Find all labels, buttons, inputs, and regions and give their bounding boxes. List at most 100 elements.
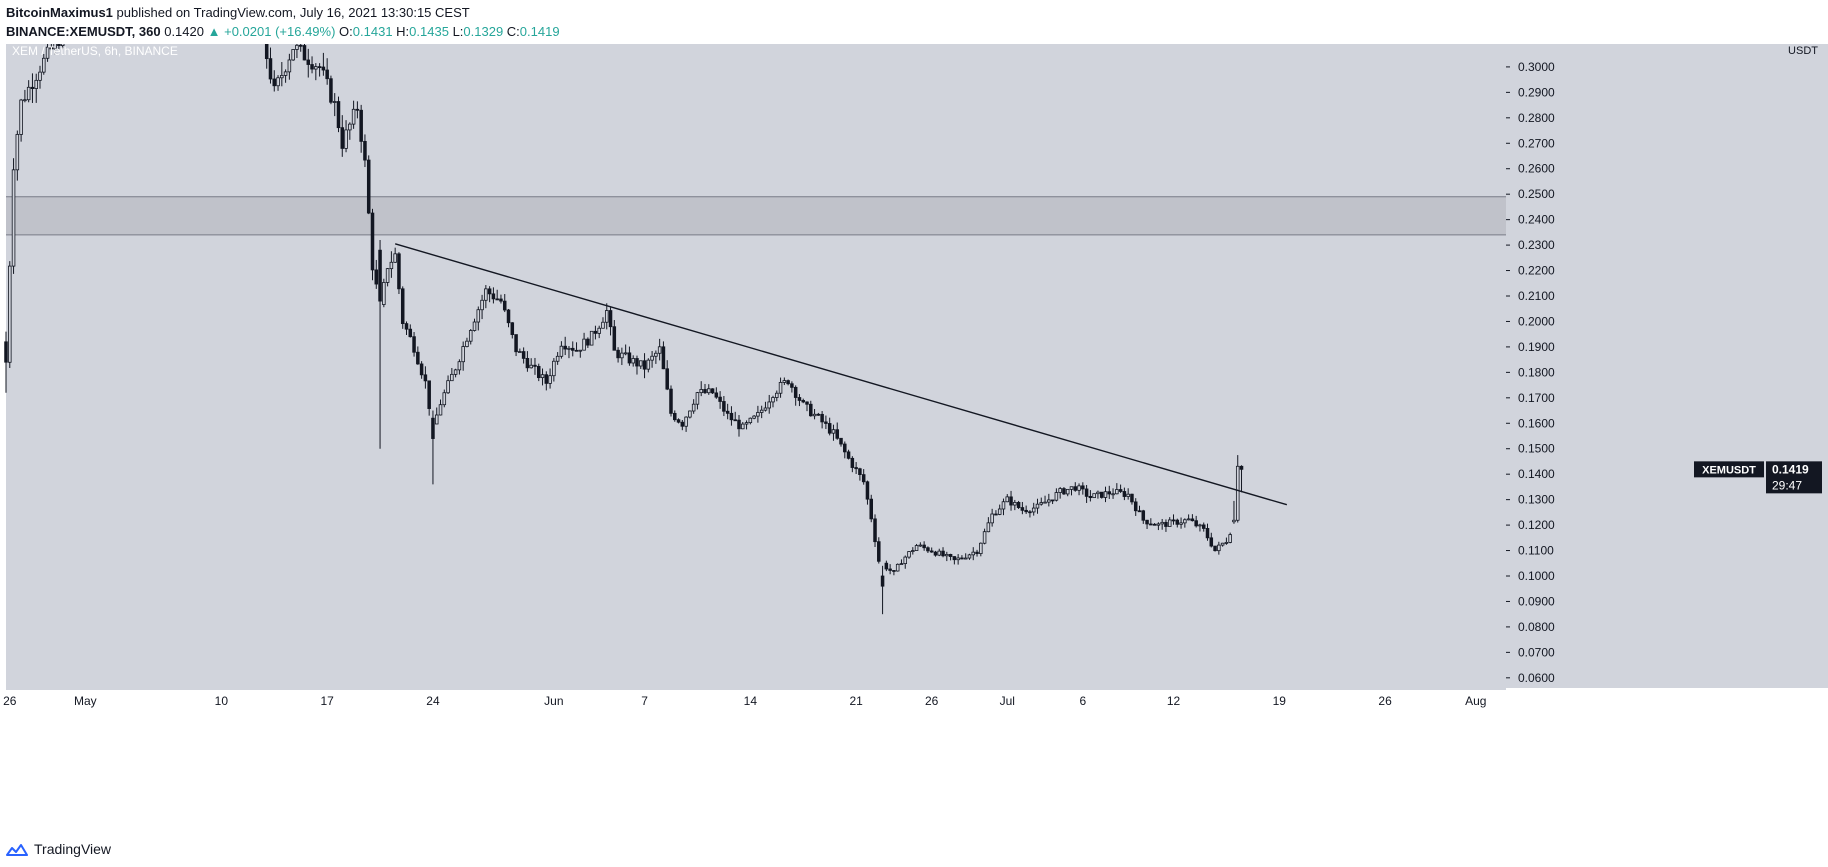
candle [1179, 522, 1183, 525]
candle [756, 412, 760, 417]
candle [714, 392, 719, 398]
candle [733, 419, 737, 422]
candle [680, 421, 685, 427]
candle [741, 423, 745, 430]
candle [1028, 511, 1032, 514]
x-tick-label: 10 [215, 694, 229, 708]
candle [1201, 524, 1206, 529]
candle [461, 346, 465, 363]
candle [759, 409, 764, 413]
symbol-label: BINANCE:XEMUSDT, 360 [6, 24, 161, 39]
candle [710, 388, 715, 394]
candle [1103, 491, 1108, 498]
candle [589, 330, 594, 346]
candle [453, 369, 458, 375]
x-tick-label: 17 [320, 694, 334, 708]
candle [1167, 519, 1172, 527]
candle [873, 518, 877, 543]
candle [1073, 486, 1078, 491]
candle [722, 401, 726, 412]
high-value: 0.1435 [409, 24, 449, 39]
candle [1213, 545, 1217, 552]
y-tick-label: 0.2100 [1518, 289, 1555, 303]
candle [559, 345, 564, 357]
x-tick-label: Jun [544, 694, 563, 708]
x-tick-label: 12 [1167, 694, 1181, 708]
candle [1156, 523, 1161, 526]
candle [911, 550, 915, 552]
last-price-value: 0.1419 [1772, 462, 1809, 476]
candle [1126, 493, 1130, 497]
candle [363, 140, 367, 161]
candle [1111, 493, 1115, 496]
y-tick-label: 0.2700 [1518, 136, 1555, 150]
candle [748, 417, 753, 424]
candle [582, 338, 586, 351]
candle [612, 326, 617, 351]
candle [907, 551, 911, 558]
candle [631, 358, 635, 364]
candle [865, 481, 870, 500]
candle [393, 253, 397, 263]
candle [465, 340, 469, 347]
candle [895, 563, 900, 572]
plot-background [6, 44, 1506, 688]
y-tick-label: 0.1700 [1518, 391, 1555, 405]
candle [888, 568, 892, 571]
time-axis-separator [6, 688, 1506, 690]
publish-info: published on TradingView.com, July 16, 2… [116, 5, 470, 20]
x-tick-label: 21 [849, 694, 863, 708]
candle [57, 44, 61, 46]
candle [366, 159, 371, 214]
candle [563, 345, 567, 350]
candle [1054, 492, 1059, 501]
candle [941, 550, 945, 557]
candle [699, 389, 703, 394]
last-price: 0.1420 [164, 24, 204, 39]
y-tick-label: 0.2800 [1518, 111, 1555, 125]
y-tick-label: 0.1900 [1518, 340, 1555, 354]
y-tick-label: 0.1200 [1518, 518, 1555, 532]
price-chart[interactable]: XEM / TetherUS, 6h, BINANCE USDT 0.3000 0.2… [0, 44, 1828, 867]
candle [877, 541, 881, 562]
x-tick-label: 24 [426, 694, 440, 708]
candle [703, 389, 707, 394]
candle [1183, 519, 1187, 524]
candle [1081, 485, 1085, 490]
candle [945, 553, 949, 557]
candle [771, 397, 775, 403]
footer-brand[interactable]: TradingView [6, 838, 111, 860]
candle [820, 413, 824, 423]
x-tick-label: 14 [744, 694, 758, 708]
candle [529, 364, 533, 369]
candle [952, 556, 957, 561]
candle [389, 261, 394, 270]
candle [340, 127, 345, 149]
candle [850, 457, 855, 468]
candle [1043, 501, 1047, 504]
candle [982, 531, 987, 544]
descending-trendline [394, 243, 1288, 506]
last-price-badge [1766, 461, 1822, 494]
candle [1164, 521, 1168, 527]
candle [937, 550, 942, 556]
author-name[interactable]: BitcoinMaximus1 [6, 5, 113, 20]
candle [49, 46, 54, 50]
candle [450, 373, 454, 382]
chart-area[interactable]: XEM / TetherUS, 6h, BINANCE USDT 0.3000 0.2… [0, 44, 1828, 867]
candle [38, 71, 42, 81]
candle [914, 545, 919, 551]
candle [688, 410, 692, 418]
candle [268, 58, 273, 80]
candle [684, 416, 688, 427]
candle [1016, 502, 1021, 508]
candle [593, 330, 598, 334]
y-tick-label: 0.0700 [1518, 645, 1555, 659]
candle [280, 75, 284, 79]
candle [1239, 465, 1244, 470]
candle [1145, 519, 1149, 525]
candle [397, 253, 401, 290]
candle [26, 86, 31, 101]
candle [19, 99, 23, 135]
candle [491, 293, 496, 300]
